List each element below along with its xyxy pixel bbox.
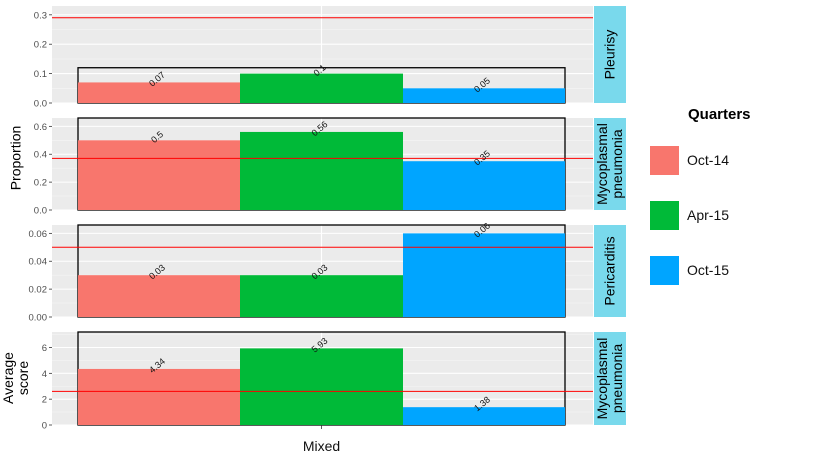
bar-oct-15 <box>403 407 565 425</box>
facet-strip-label-line: pneumonia <box>609 129 625 198</box>
facet-strip-label: Pleurisy <box>602 30 618 80</box>
y-tick-label: 0 <box>42 421 47 432</box>
y-tick-label: 0.3 <box>34 10 47 21</box>
legend-label-oct-15: Oct-15 <box>687 262 730 278</box>
y-tick-label: 0.04 <box>29 257 48 268</box>
y-tick-label: 0.0 <box>34 206 47 217</box>
y-axis-label-line: Average <box>0 352 16 404</box>
bar-oct-15 <box>403 88 565 103</box>
y-tick-label: 0.00 <box>29 313 48 324</box>
legend-title: Quarters <box>688 106 751 123</box>
y-tick-label: 0.02 <box>29 285 48 296</box>
y-axis-label-line: score <box>15 361 31 395</box>
y-tick-label: 0.2 <box>34 40 47 51</box>
bar-oct-15 <box>403 233 565 317</box>
facet-strip-label-line: pneumonia <box>609 344 625 413</box>
legend-swatch-oct-14 <box>650 146 679 175</box>
facet-strip-label-line: Pericarditis <box>602 236 618 305</box>
facet-strip-label-line: Pleurisy <box>602 30 618 80</box>
facet-strip <box>594 6 626 103</box>
facet-strip <box>594 332 626 425</box>
y-tick-label: 2 <box>42 395 47 406</box>
legend-swatch-apr-15 <box>650 201 679 230</box>
bar-apr-15 <box>240 275 403 317</box>
y-tick-label: 0.06 <box>29 229 48 240</box>
facet-strip-label: Pericarditis <box>602 236 618 305</box>
legend-label-oct-14: Oct-14 <box>687 152 730 168</box>
y-tick-label: 0.6 <box>34 122 47 133</box>
legend-swatch-oct-15 <box>650 256 679 285</box>
bar-apr-15 <box>240 131 403 210</box>
y-tick-label: 6 <box>42 343 47 354</box>
bar-apr-15 <box>240 73 403 103</box>
bar-oct-14 <box>78 82 240 103</box>
facet-strip-label: Mycoplasmalpneumonia <box>594 123 625 205</box>
facet-strip-label: Mycoplasmalpneumonia <box>594 338 625 420</box>
y-tick-label: 0.2 <box>34 178 47 189</box>
bar-oct-15 <box>403 161 565 210</box>
facet-strip <box>594 118 626 210</box>
y-tick-label: 0.1 <box>34 69 47 80</box>
y-tick-label: 4 <box>42 369 47 380</box>
legend-label-apr-15: Apr-15 <box>687 207 730 223</box>
panel-2: 0.00.20.40.60.5 0.560.35 Mycoplasmalpneumo… <box>34 117 626 217</box>
y-axis-label-line: Proportion <box>8 126 24 191</box>
bar-oct-14 <box>78 368 240 425</box>
x-tick-label: Mixed <box>303 438 340 454</box>
y-axis-label: Averagescore <box>0 352 31 404</box>
bar-oct-14 <box>78 140 240 210</box>
bar-oct-14 <box>78 275 240 317</box>
y-tick-label: 0.4 <box>34 150 47 161</box>
facet-strip <box>594 225 626 317</box>
facet-strip-label-line: Mycoplasmal <box>594 338 610 420</box>
bar-apr-15 <box>240 348 403 425</box>
y-axis-label: Proportion <box>8 126 24 191</box>
y-tick-label: 0.0 <box>34 99 47 110</box>
facet-strip-label-line: Mycoplasmal <box>594 123 610 205</box>
